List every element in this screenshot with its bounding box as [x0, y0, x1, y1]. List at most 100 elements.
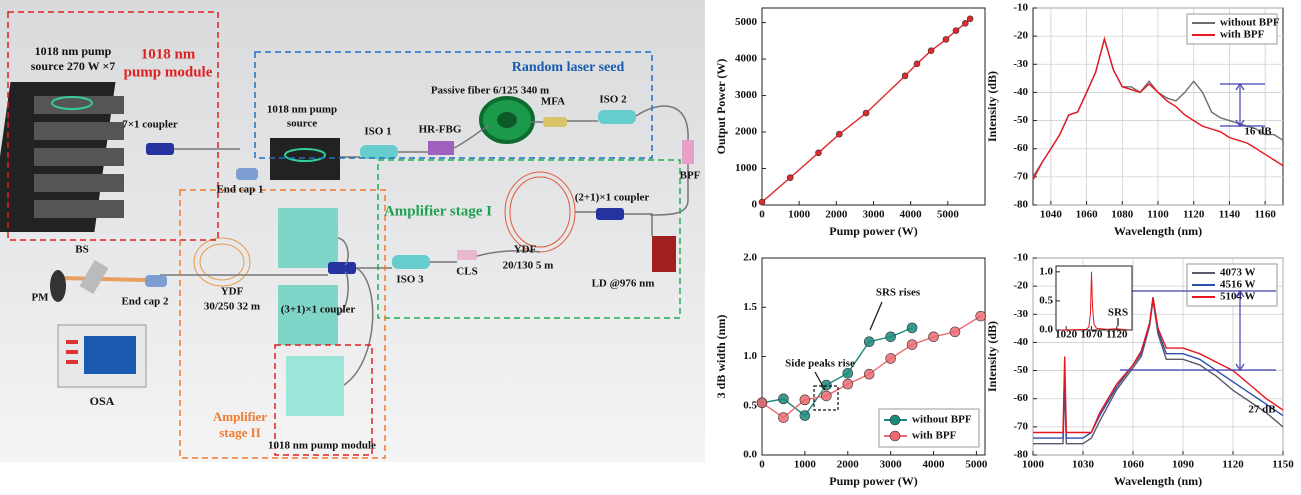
diagram-label: 1018 nm pump module [268, 440, 376, 452]
diagram-label: LD @976 nm [592, 278, 655, 290]
data-point [815, 150, 821, 156]
y-tick-label: 1.5 [743, 301, 757, 313]
x-tick-label: 1060 [1122, 459, 1145, 471]
y-tick-label: -50 [1013, 364, 1028, 376]
annotation: SRS [1108, 307, 1128, 319]
diagram-label: source [287, 118, 317, 130]
y-tick-label: 5000 [735, 16, 758, 28]
x-tick-label: 1150 [1272, 459, 1294, 471]
end-cap-2 [145, 275, 167, 287]
legend-label: without BPF [1220, 17, 1280, 29]
annotation: Side peaks rise [785, 358, 855, 370]
diagram-label: YDF [221, 286, 244, 298]
y-tick-label: -20 [1013, 280, 1028, 292]
data-point [907, 323, 917, 333]
data-point [778, 413, 788, 423]
y-tick-label: -70 [1013, 170, 1028, 182]
diagram-label: source 270 W ×7 [31, 59, 116, 73]
legend-label: 4516 W [1220, 279, 1256, 291]
data-point [902, 73, 908, 79]
data-point [950, 327, 960, 337]
data-point [787, 175, 793, 181]
coupler-2x1 [596, 208, 624, 220]
legend-marker [890, 415, 900, 425]
diagram-label: stage II [219, 425, 261, 440]
x-axis-label: Pump power (W) [829, 474, 917, 488]
x-tick-label: 1100 [1147, 209, 1169, 221]
y-tick-label: 4000 [735, 53, 758, 65]
data-point [886, 353, 896, 363]
y-tick-label: -40 [1013, 86, 1028, 98]
y-axis-label: 3 dB width (nm) [714, 315, 728, 399]
diagram-label: (3+1)×1 coupler [281, 304, 356, 316]
y-tick-label: 1.0 [1039, 265, 1053, 277]
data-point [843, 368, 853, 378]
pump-module [278, 208, 338, 268]
data-point [962, 20, 968, 26]
y-tick-label: 3000 [735, 89, 758, 101]
data-point [864, 337, 874, 347]
iso-2 [598, 110, 636, 124]
y-tick-label: 2.0 [743, 252, 757, 264]
x-tick-label: 1040 [1040, 209, 1063, 221]
x-tick-label: 2000 [837, 459, 860, 471]
diagram-label: PM [31, 292, 49, 304]
data-point [928, 48, 934, 54]
diagram-label: Passive fiber 6/125 340 m [431, 85, 549, 97]
bpf [682, 140, 694, 164]
y-tick-label: 0.0 [1039, 324, 1053, 336]
data-point [914, 61, 920, 67]
y-tick-label: -80 [1013, 199, 1028, 211]
cls [457, 250, 477, 260]
iso-1 [360, 145, 398, 159]
pm [50, 270, 66, 302]
x-tick-label: 5000 [965, 459, 988, 471]
beam [60, 278, 145, 280]
data-point [759, 199, 765, 205]
legend-label: 5104 W [1220, 291, 1256, 303]
x-tick-label: 1030 [1072, 459, 1095, 471]
y-tick-label: -50 [1013, 114, 1028, 126]
diagram-label: MFA [541, 96, 565, 108]
diagram-label: ISO 3 [396, 274, 424, 286]
diagram-label: 30/250 32 m [204, 301, 260, 313]
diagram-label: pump module [124, 64, 213, 80]
data-point [863, 110, 869, 116]
y-tick-label: 2000 [735, 126, 758, 138]
x-tick-label: 1000 [794, 459, 817, 471]
annotation: 16 dB [1244, 126, 1272, 138]
legend-label: without BPF [912, 414, 972, 426]
annotation: SRS rises [876, 287, 921, 299]
pump-stack [0, 82, 124, 232]
chart: 1040106010801100112011401160-80-70-60-50… [985, 2, 1283, 238]
data-point [943, 36, 949, 42]
data-point [967, 16, 973, 22]
legend-marker [890, 431, 900, 441]
mfa [543, 117, 567, 127]
x-tick-label: 0 [759, 459, 765, 471]
y-tick-label: 0.5 [1039, 294, 1053, 306]
x-tick-label: 3000 [863, 209, 886, 221]
diagram-label: 1018 nm pump [267, 104, 337, 116]
diagram-label: 20/130 5 m [503, 260, 554, 272]
end-cap-1 [236, 168, 258, 180]
diagram-label: ISO 1 [364, 126, 391, 138]
y-tick-label: -40 [1013, 336, 1028, 348]
y-tick-label: 1000 [735, 162, 758, 174]
figure: 1018 nm pumpsource 270 W ×71018 nmpump m… [0, 0, 1301, 495]
x-tick-label: 1090 [1172, 459, 1195, 471]
y-tick-label: -30 [1013, 308, 1028, 320]
diagram-label: OSA [90, 394, 115, 408]
coupler-7x1 [146, 143, 174, 155]
y-tick-label: -20 [1013, 30, 1028, 42]
data-point [843, 379, 853, 389]
y-tick-label: -10 [1013, 252, 1028, 264]
data-point [976, 311, 986, 321]
y-tick-label: 1.0 [743, 350, 757, 362]
data-point [886, 332, 896, 342]
x-tick-label: 1160 [1254, 209, 1276, 221]
diagram-label: BS [75, 244, 88, 256]
x-tick-label: 0 [759, 209, 765, 221]
